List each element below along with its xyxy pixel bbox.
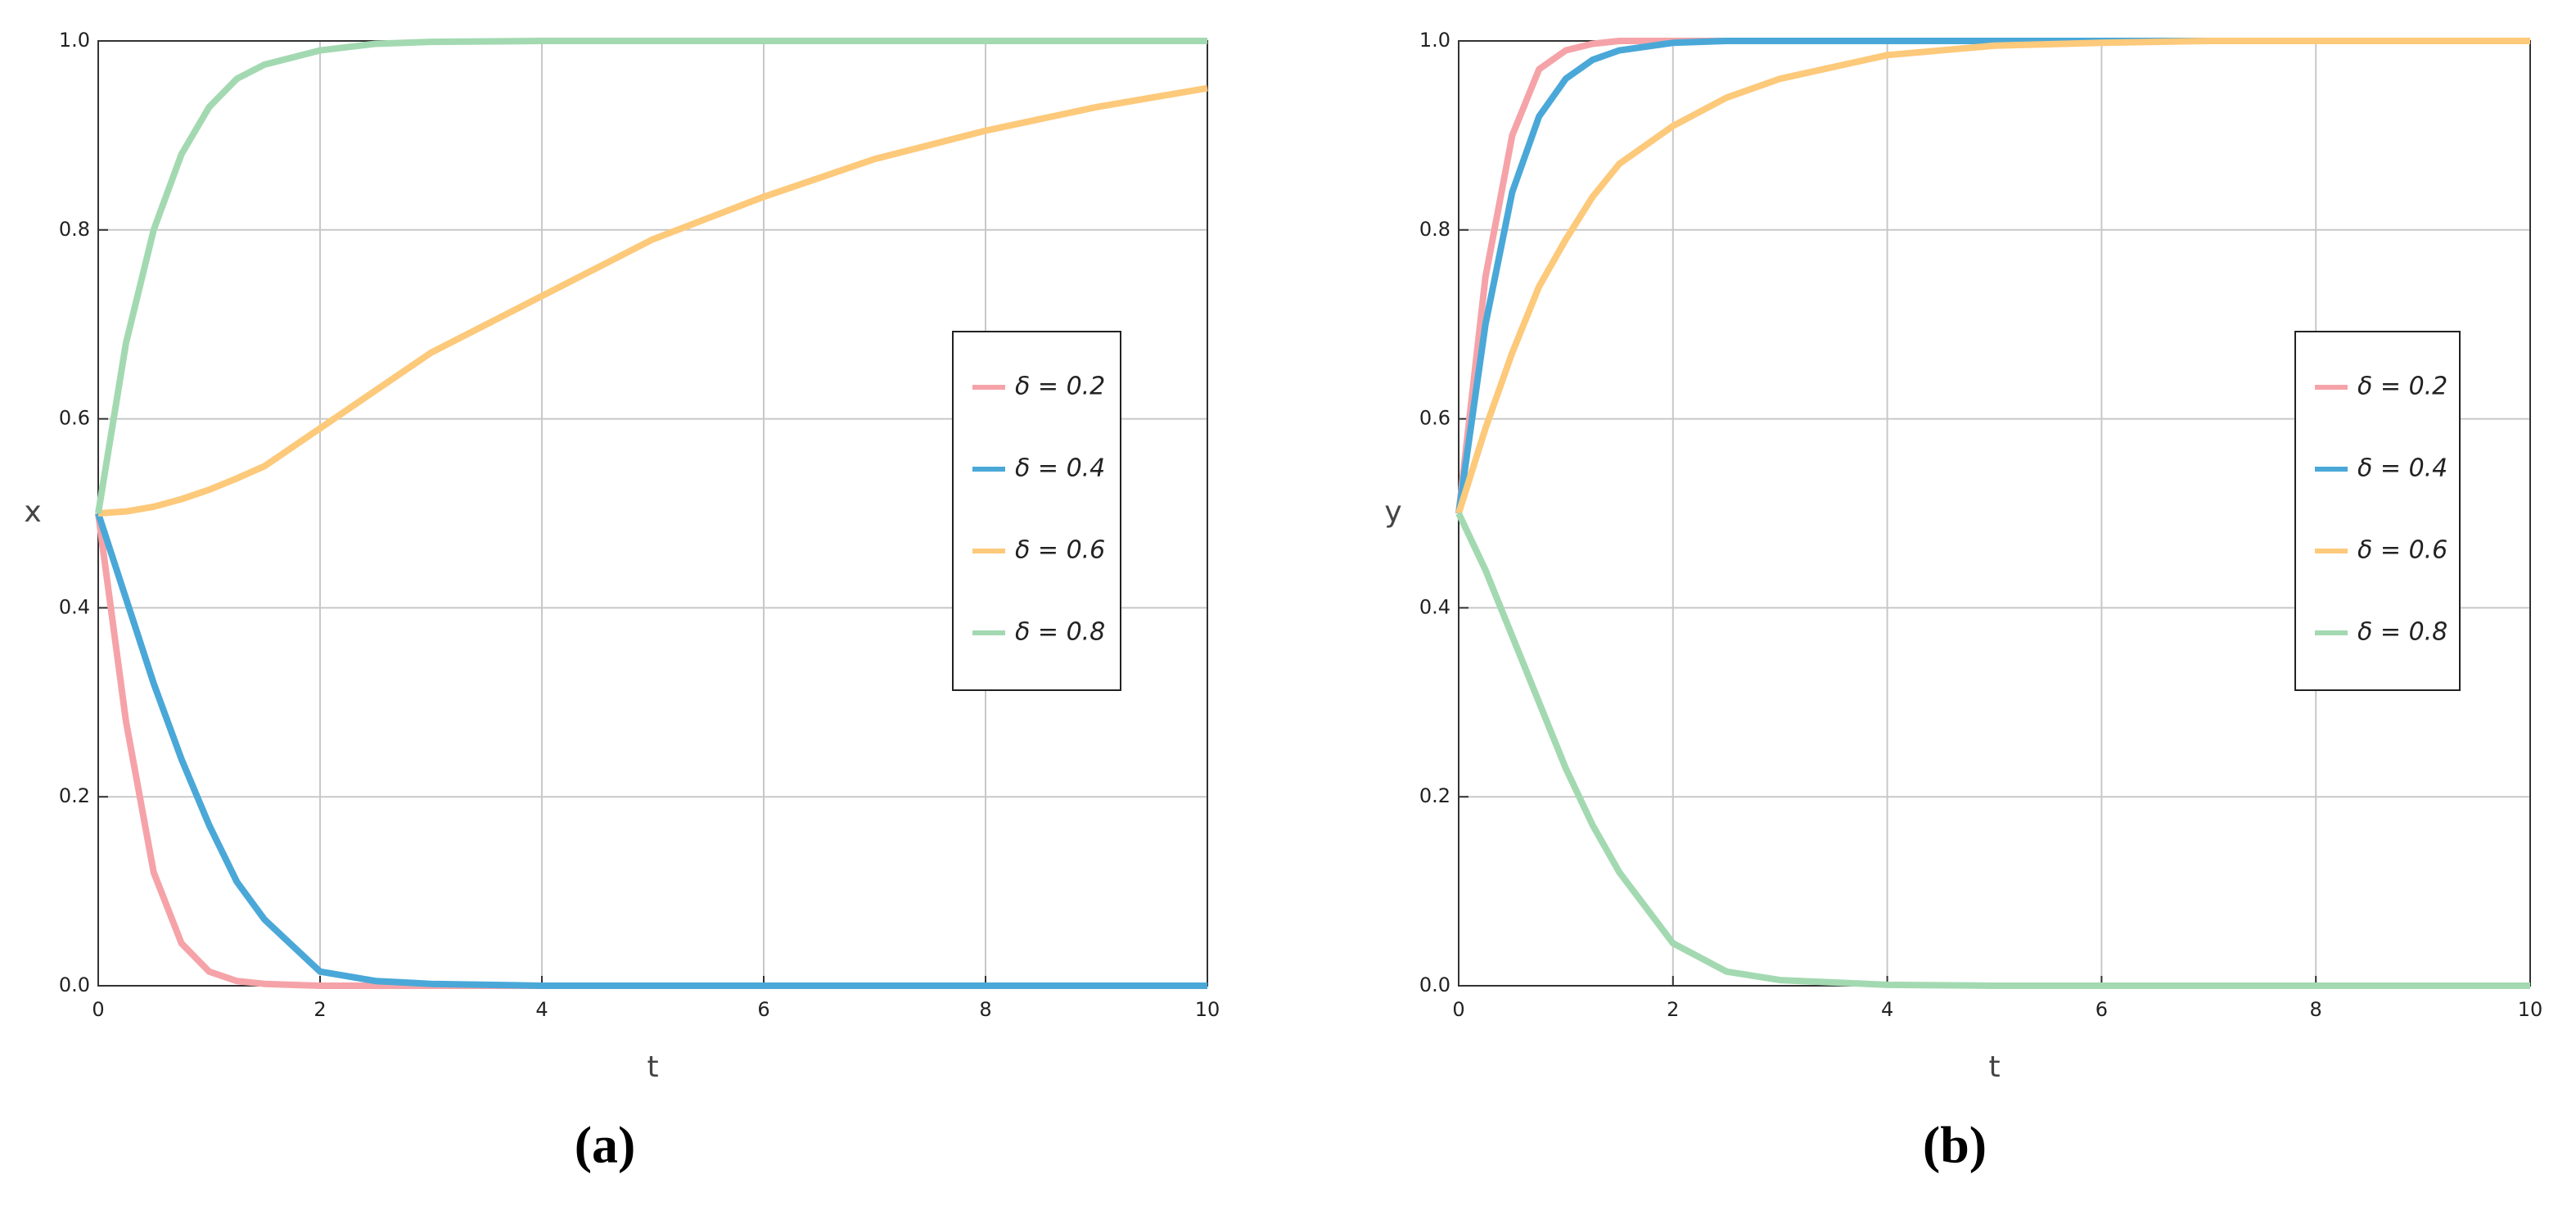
- x-axis-label: t: [647, 1050, 658, 1084]
- legend-label: δ = 0.2: [2357, 373, 2447, 401]
- y-tick-label: 0.2: [1419, 784, 1450, 807]
- y-tick-label: 0.2: [59, 784, 90, 807]
- y-tick-label: 0.0: [1419, 973, 1450, 996]
- legend-label: δ = 0.6: [2357, 536, 2447, 565]
- legend: δ = 0.2 δ = 0.4 δ = 0.6 δ = 0.8: [2294, 331, 2461, 691]
- y-tick-label: 0.6: [1419, 407, 1450, 430]
- series-line: [95, 512, 1207, 989]
- series-line: [97, 84, 1208, 517]
- x-tick-label: 10: [1195, 998, 1220, 1021]
- y-tick-label: 0.0: [59, 973, 90, 996]
- x-axis-label: t: [1988, 1050, 2000, 1084]
- series-line: [1455, 38, 2530, 515]
- x-tick-label: 2: [1667, 998, 1679, 1021]
- x-tick-label: 4: [535, 998, 548, 1021]
- legend-label: δ = 0.4: [1015, 454, 1105, 483]
- legend-label: δ = 0.8: [1015, 618, 1105, 647]
- y-axis-label: y: [1384, 495, 1401, 529]
- x-tick-label: 10: [2518, 998, 2543, 1021]
- panel-caption: (a): [575, 1116, 636, 1174]
- y-tick-label: 0.8: [1419, 218, 1450, 241]
- legend-label: δ = 0.2: [1015, 373, 1105, 401]
- legend-label: δ = 0.4: [2357, 454, 2447, 483]
- x-tick-label: 6: [757, 998, 769, 1021]
- x-tick-label: 0: [1452, 998, 1464, 1021]
- series-line: [1455, 512, 2530, 989]
- y-tick-label: 0.8: [59, 218, 90, 241]
- panel-caption: (b): [1923, 1116, 1987, 1174]
- y-tick-label: 0.6: [59, 407, 90, 430]
- legend-label: δ = 0.6: [1015, 536, 1105, 565]
- y-tick-label: 0.4: [59, 595, 90, 618]
- x-tick-label: 2: [314, 998, 326, 1021]
- x-tick-label: 8: [2310, 998, 2322, 1021]
- x-tick-label: 0: [92, 998, 104, 1021]
- y-tick-label: 1.0: [1419, 29, 1450, 52]
- series-line: [95, 38, 1207, 514]
- y-tick-label: 0.4: [1419, 595, 1450, 618]
- x-tick-label: 8: [979, 998, 991, 1021]
- legend-label: δ = 0.8: [2357, 618, 2447, 647]
- x-tick-label: 6: [2096, 998, 2108, 1021]
- y-axis-label: x: [24, 495, 41, 529]
- legend: δ = 0.2 δ = 0.4 δ = 0.6 δ = 0.8: [952, 331, 1121, 691]
- y-tick-label: 1.0: [59, 29, 90, 52]
- x-tick-label: 4: [1881, 998, 1893, 1021]
